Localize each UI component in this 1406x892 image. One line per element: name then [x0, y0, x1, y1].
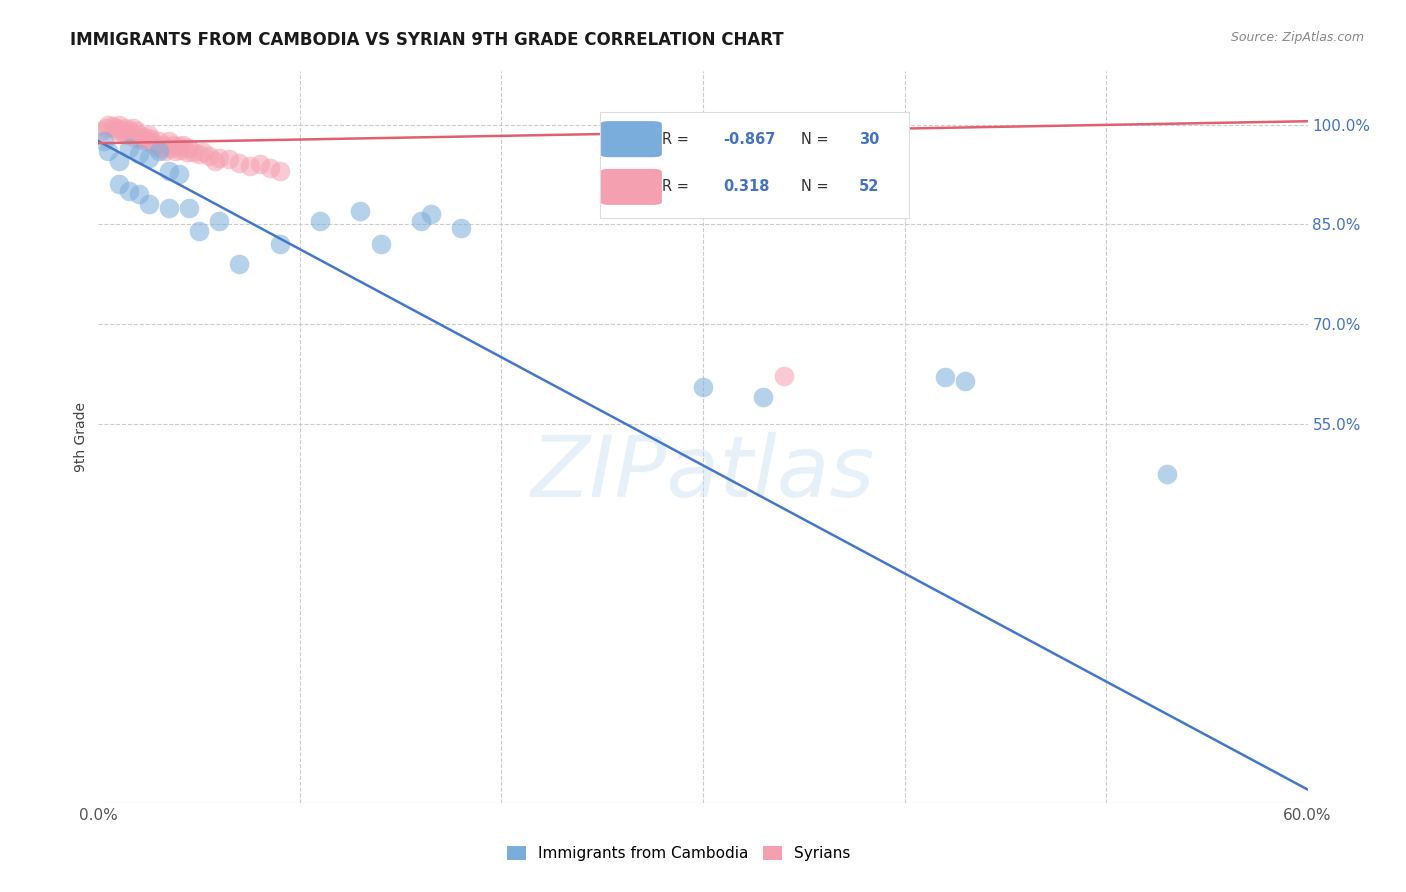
Point — [157, 201, 180, 215]
Point — [162, 137, 184, 152]
Point — [269, 164, 291, 178]
Point — [208, 214, 231, 228]
Point — [167, 168, 190, 182]
Point — [172, 137, 194, 152]
Point — [179, 201, 201, 215]
Point — [134, 134, 156, 148]
Point — [139, 132, 162, 146]
Point — [208, 151, 231, 165]
Point — [107, 118, 129, 132]
Point — [228, 257, 250, 271]
Point — [198, 149, 221, 163]
Point — [188, 147, 211, 161]
Point — [118, 184, 141, 198]
Point — [167, 138, 190, 153]
Point — [752, 152, 775, 166]
Point — [118, 141, 141, 155]
Point — [249, 157, 271, 171]
Point — [188, 224, 211, 238]
Point — [934, 370, 956, 384]
Legend: Immigrants from Cambodia, Syrians: Immigrants from Cambodia, Syrians — [508, 846, 851, 861]
Point — [157, 164, 180, 178]
Point — [450, 220, 472, 235]
Y-axis label: 9th Grade: 9th Grade — [75, 402, 89, 472]
Point — [179, 141, 201, 155]
Point — [160, 141, 183, 155]
Point — [107, 178, 129, 192]
Point — [752, 390, 775, 404]
Point — [128, 147, 150, 161]
Point — [135, 131, 157, 145]
Point — [129, 132, 152, 146]
Point — [152, 137, 174, 152]
Point — [128, 128, 150, 142]
Point — [101, 119, 124, 133]
Point — [148, 144, 170, 158]
Point — [181, 145, 204, 160]
Point — [149, 141, 172, 155]
Point — [953, 374, 976, 388]
Point — [204, 154, 226, 169]
Point — [110, 123, 132, 137]
Point — [120, 126, 142, 140]
Point — [103, 120, 125, 135]
Text: Source: ZipAtlas.com: Source: ZipAtlas.com — [1230, 31, 1364, 45]
Point — [138, 151, 160, 165]
Point — [125, 124, 148, 138]
Point — [143, 138, 166, 153]
Point — [309, 214, 332, 228]
Point — [138, 197, 160, 211]
Point — [692, 380, 714, 394]
Point — [420, 207, 443, 221]
Point — [259, 161, 281, 175]
Point — [105, 124, 128, 138]
Point — [132, 129, 155, 144]
Point — [170, 143, 193, 157]
Point — [176, 145, 198, 160]
Point — [269, 237, 291, 252]
Text: IMMIGRANTS FROM CAMBODIA VS SYRIAN 9TH GRADE CORRELATION CHART: IMMIGRANTS FROM CAMBODIA VS SYRIAN 9TH G… — [70, 31, 785, 49]
Point — [97, 118, 120, 132]
Point — [93, 134, 115, 148]
Point — [153, 144, 176, 158]
Point — [157, 134, 180, 148]
Point — [97, 144, 120, 158]
Point — [115, 128, 138, 142]
Point — [124, 131, 146, 145]
Point — [148, 134, 170, 148]
Point — [107, 154, 129, 169]
Point — [121, 120, 143, 135]
Point — [128, 187, 150, 202]
Point — [772, 368, 794, 383]
Point — [1156, 467, 1178, 481]
Point — [349, 204, 371, 219]
Point — [228, 156, 250, 170]
Point — [409, 214, 432, 228]
Point — [111, 126, 134, 140]
Point — [239, 159, 262, 173]
Point — [138, 128, 160, 142]
Point — [218, 152, 240, 166]
Point — [114, 120, 136, 135]
Point — [370, 237, 392, 252]
Point — [193, 145, 215, 160]
Point — [91, 124, 114, 138]
Point — [118, 123, 141, 137]
Text: ZIPatlas: ZIPatlas — [531, 432, 875, 516]
Point — [96, 120, 118, 135]
Point — [142, 136, 165, 151]
Point — [163, 144, 186, 158]
